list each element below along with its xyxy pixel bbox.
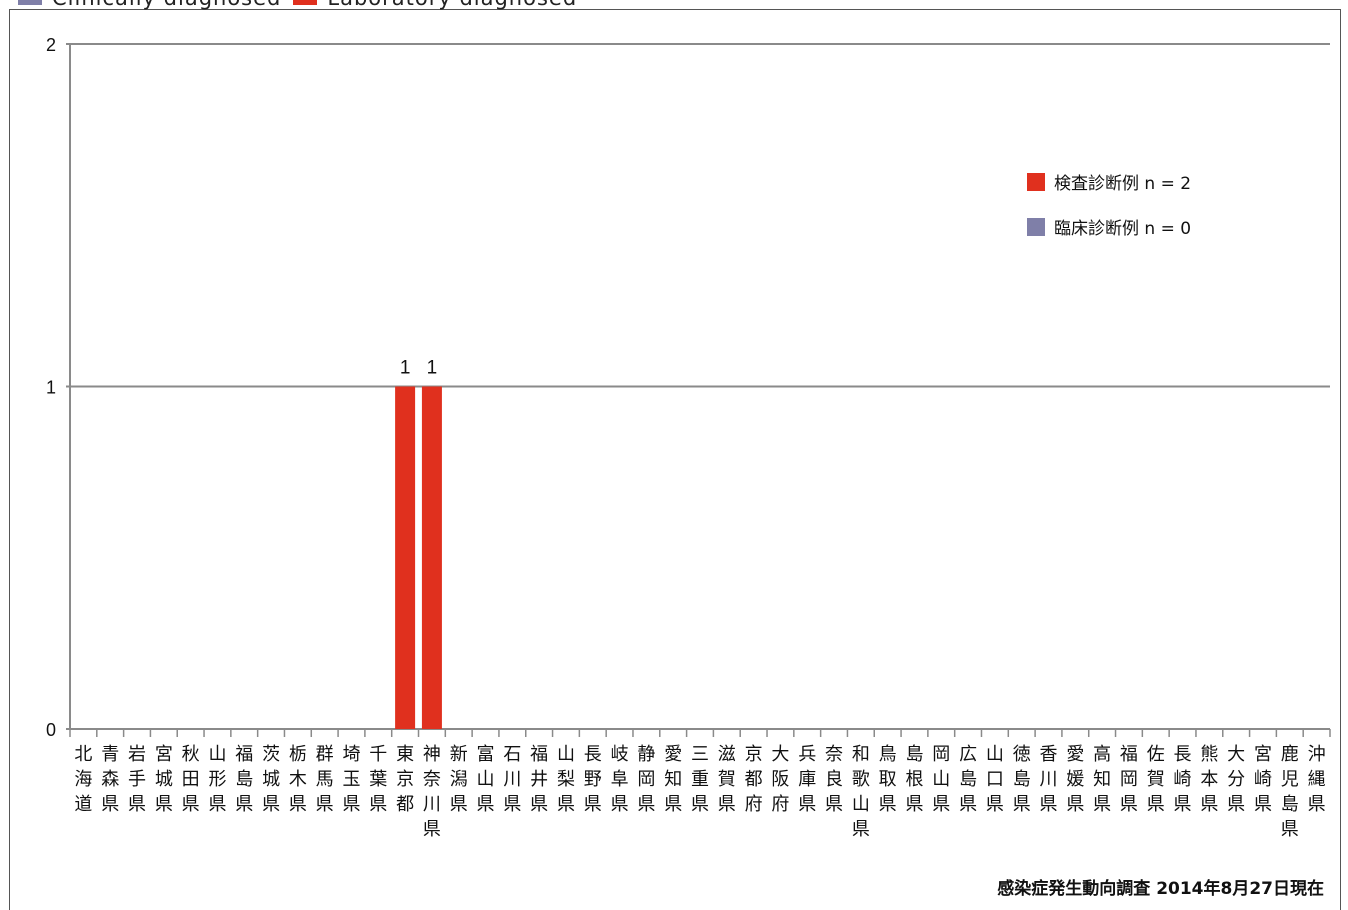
x-tick-label-21: 静岡県 [637,744,655,815]
x-tick-label-23: 三重県 [691,744,709,815]
x-tick-label-4: 秋田県 [182,744,200,815]
legend-swatch-0 [1027,173,1045,191]
x-tick-label-44: 宮崎県 [1254,744,1272,815]
x-tick-label-30: 鳥取県 [879,744,897,815]
x-tick-label-7: 茨城県 [262,744,280,815]
bar-東京都 [395,386,416,729]
x-tick-label-15: 富山県 [477,744,495,815]
y-tick-label-2: 2 [46,35,56,55]
x-tick-label-46: 沖縄県 [1308,744,1326,815]
x-tick-label-36: 香川県 [1040,744,1058,815]
data-label-東京都: 1 [400,358,411,379]
laboratory-swatch [293,0,318,5]
x-tick-label-34: 山口県 [986,744,1004,815]
x-tick-label-28: 奈良県 [825,744,843,815]
x-tick-label-3: 宮城県 [155,744,173,815]
x-tick-label-2: 岩手県 [128,744,146,815]
bar-神奈川県 [421,386,442,729]
x-tick-label-19: 長野県 [584,744,602,815]
x-tick-label-43: 大分県 [1227,744,1245,815]
x-tick-label-10: 埼玉県 [342,744,360,815]
x-tick-label-22: 愛知県 [664,744,682,815]
y-tick-label-0: 0 [46,720,56,740]
x-tick-label-1: 青森県 [101,744,119,815]
top-legend-label-laboratory: Laboratory diagnosed [327,0,577,10]
clinical-swatch [18,0,42,5]
x-tick-label-42: 熊本県 [1200,744,1218,815]
x-tick-label-5: 山形県 [208,744,226,815]
x-tick-label-18: 山梨県 [557,744,575,815]
x-tick-label-35: 徳島県 [1013,744,1031,815]
x-tick-label-33: 広島県 [959,744,977,815]
x-tick-label-38: 高知県 [1093,744,1111,815]
top-legend-item-clinical: Clinically diagnosed [18,0,281,10]
x-tick-label-16: 石川県 [503,744,521,815]
x-tick-label-20: 岐阜県 [611,744,629,815]
legend-label-1: 臨床診断例 n = 0 [1054,219,1191,239]
x-tick-label-9: 群馬県 [316,744,334,815]
x-tick-label-17: 福井県 [530,744,548,815]
top-legend-item-laboratory: Laboratory diagnosed [293,0,577,10]
legend-label-0: 検査診断例 n = 2 [1054,174,1191,194]
x-tick-label-14: 新潟県 [450,744,468,815]
y-tick-label-1: 1 [46,378,56,398]
data-label-神奈川県: 1 [427,358,438,379]
source-footnote: 感染症発生動向調査 2014年8月27日現在 [997,879,1324,899]
legend-swatch-1 [1027,218,1045,236]
x-tick-label-29: 和歌山県 [852,744,870,840]
x-tick-label-45: 鹿児島県 [1281,744,1299,840]
x-tick-label-8: 栃木県 [289,744,307,815]
x-tick-label-37: 愛媛県 [1066,744,1084,815]
x-tick-label-32: 岡山県 [932,744,950,815]
top-legend: Clinically diagnosed Laboratory diagnose… [18,0,589,10]
x-tick-label-6: 福島県 [235,744,253,815]
x-tick-label-31: 島根県 [905,744,923,815]
x-tick-label-40: 佐賀県 [1147,744,1165,815]
x-tick-label-24: 滋賀県 [718,744,736,815]
x-tick-label-13: 神奈川県 [423,744,441,840]
x-tick-label-11: 千葉県 [369,744,387,815]
x-tick-label-12: 東京都 [396,744,414,815]
x-tick-label-26: 大阪府 [771,744,789,815]
top-legend-label-clinical: Clinically diagnosed [52,0,281,10]
x-tick-label-41: 長崎県 [1174,744,1192,815]
x-tick-label-0: 北海道 [74,744,92,815]
x-tick-label-25: 京都府 [745,744,763,815]
x-tick-label-39: 福岡県 [1120,744,1138,815]
chart-frame [9,9,1341,910]
x-tick-label-27: 兵庫県 [798,744,816,815]
